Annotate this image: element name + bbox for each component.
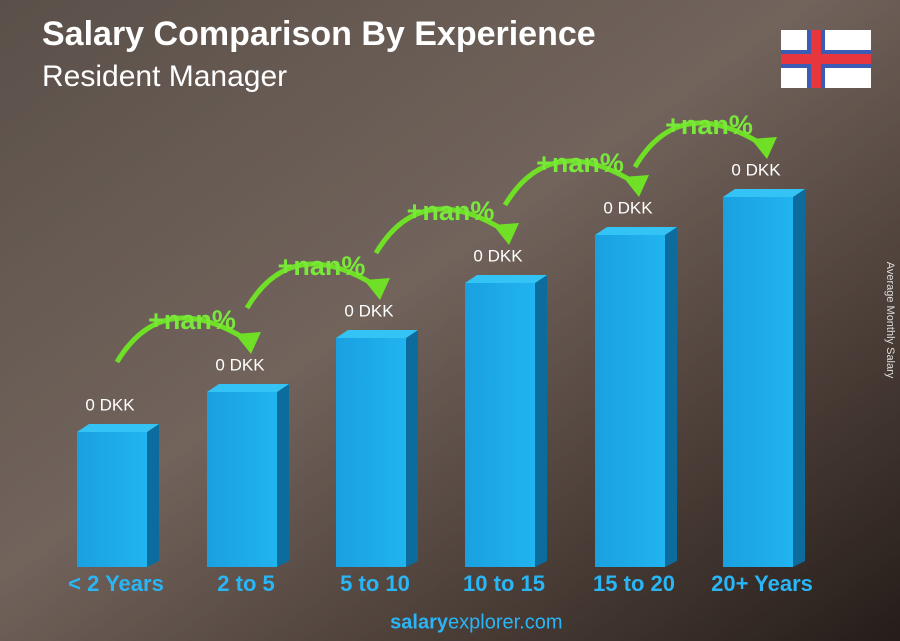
category-label: 2 to 5 [217, 571, 274, 596]
value-label: 0 DKK [473, 246, 523, 265]
value-label: 0 DKK [603, 198, 653, 217]
bar-side [406, 330, 418, 567]
change-label: +nan% [407, 196, 495, 226]
title: Salary Comparison By Experience [42, 15, 596, 53]
subtitle: Resident Manager [42, 60, 287, 93]
arrow-head [751, 137, 777, 159]
value-label: 0 DKK [215, 355, 265, 374]
value-label: 0 DKK [731, 160, 781, 179]
bar-top [723, 189, 805, 197]
arrow-head [364, 278, 390, 300]
change-arrow [502, 158, 637, 207]
change-label: +nan% [665, 110, 753, 140]
arrow-head [623, 175, 649, 197]
change-arrow [244, 261, 378, 310]
bar-side [147, 424, 159, 567]
bar-top [465, 275, 547, 283]
bar [595, 235, 665, 567]
change-arrow [114, 315, 249, 364]
bar-top [77, 424, 159, 432]
bar-side [277, 384, 289, 567]
footer-rest: explorer.com [448, 611, 563, 633]
category-label: 20+ Years [711, 571, 813, 596]
change-label: +nan% [148, 305, 236, 335]
value-label: 0 DKK [344, 301, 394, 320]
flag [781, 30, 871, 88]
change-arrow [373, 206, 507, 255]
change-arrow [632, 120, 765, 169]
category-label: 15 to 20 [593, 571, 675, 596]
bar-top [207, 384, 289, 392]
category-label: 10 to 15 [463, 571, 545, 596]
bar [336, 338, 406, 567]
bar-side [535, 275, 547, 567]
bar [465, 283, 535, 567]
change-label: +nan% [278, 251, 366, 281]
axis-label: Average Monthly Salary [884, 262, 896, 379]
bar [207, 392, 277, 567]
bar-top [595, 227, 677, 235]
category-label: < 2 Years [68, 571, 164, 596]
footer-brand: salary [390, 611, 449, 633]
bar-top [336, 330, 418, 338]
bar [77, 432, 147, 567]
arrow-head [493, 223, 519, 245]
bar-side [665, 227, 677, 567]
change-label: +nan% [536, 148, 624, 178]
arrow-head [235, 332, 261, 354]
value-label: 0 DKK [85, 395, 135, 414]
bar [723, 197, 793, 567]
bar-side [793, 189, 805, 567]
category-label: 5 to 10 [340, 571, 410, 596]
